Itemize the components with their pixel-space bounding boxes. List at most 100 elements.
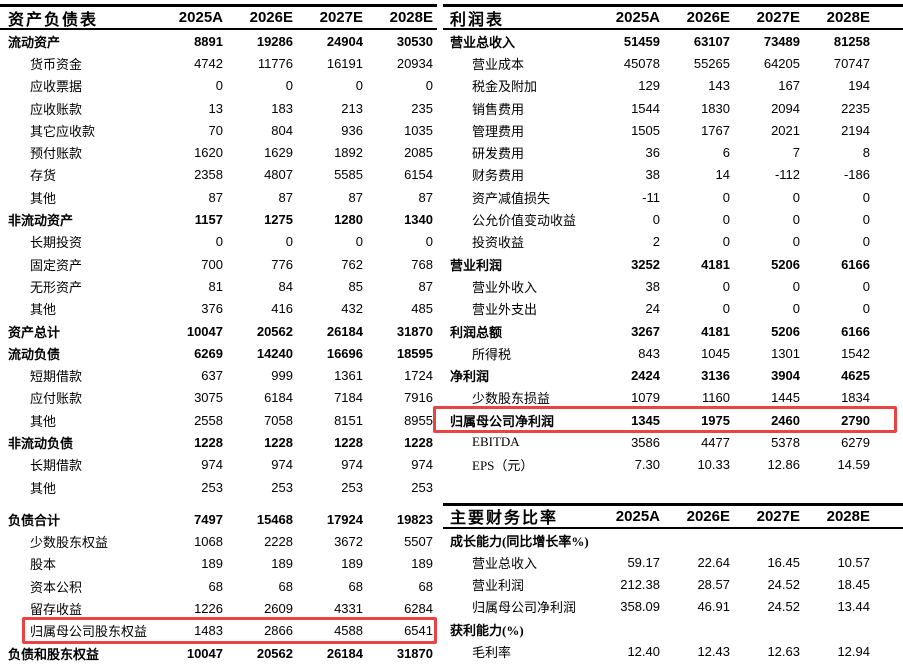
cell-value: 14 bbox=[715, 167, 730, 183]
cell-value: 55265 bbox=[693, 55, 730, 71]
cell-value: 1228 bbox=[194, 434, 223, 450]
table-row: 资产减值损失 -11 0 0 0 bbox=[450, 186, 870, 208]
balance-sheet-header: 资产负债表 2025A 2026E 2027E 2028E bbox=[0, 4, 437, 30]
table-row: 获利能力(%) bbox=[450, 618, 870, 640]
cell-value: 14.59 bbox=[837, 457, 870, 473]
cell-value: 2358 bbox=[194, 167, 223, 183]
cell-value: 4477 bbox=[701, 434, 730, 450]
cell-value: 2094 bbox=[771, 100, 800, 116]
cell-value: 776 bbox=[271, 256, 293, 272]
cell-value: 700 bbox=[201, 256, 223, 272]
cell-value: 1892 bbox=[334, 145, 363, 161]
row-label: 长期投资 bbox=[30, 235, 83, 251]
column-header: 2027E bbox=[756, 9, 800, 26]
cell-value: 12.43 bbox=[697, 644, 730, 660]
row-label: 成长能力(同比增长率%) bbox=[450, 533, 589, 549]
row-label: 股本 bbox=[30, 557, 57, 573]
table-row: 投资收益 2 0 0 0 bbox=[450, 231, 870, 253]
cell-value: 87 bbox=[208, 189, 223, 205]
cell-value: 4588 bbox=[334, 623, 363, 639]
cell-value: 1542 bbox=[841, 345, 870, 361]
cell-value: 974 bbox=[341, 457, 363, 473]
cell-value: 936 bbox=[341, 122, 363, 138]
cell-value: 3904 bbox=[771, 368, 800, 384]
cell-value: 1620 bbox=[194, 145, 223, 161]
cell-value: 1505 bbox=[631, 122, 660, 138]
table-row: 利润总额 3267 4181 5206 6166 bbox=[450, 320, 870, 342]
row-label: 营业总收入 bbox=[472, 555, 538, 571]
cell-value: 5585 bbox=[334, 167, 363, 183]
row-label: 其他 bbox=[30, 413, 57, 429]
table-row: 归属母公司股东权益 1483 2866 4588 6541 bbox=[8, 616, 437, 645]
row-label: 资产总计 bbox=[8, 324, 61, 340]
cell-value: 0 bbox=[285, 234, 293, 250]
table-row: 税金及附加 129 143 167 194 bbox=[450, 75, 870, 97]
cell-value: 13 bbox=[208, 100, 223, 116]
row-label: 资本公积 bbox=[30, 579, 83, 595]
cell-value: 3586 bbox=[631, 434, 660, 450]
column-header: 2026E bbox=[686, 507, 730, 525]
cell-value: 4742 bbox=[194, 55, 223, 71]
table-row: 营业外收入 38 0 0 0 bbox=[450, 275, 870, 297]
cell-value: 12.86 bbox=[767, 457, 800, 473]
row-label: 非流动负债 bbox=[8, 435, 74, 451]
cell-value: 189 bbox=[411, 556, 433, 572]
ratios-body: 成长能力(同比增长率%) 营业总收入 59.17 22.64 16.45 10.57 营业利… bbox=[450, 529, 870, 663]
row-label: 毛利率 bbox=[472, 645, 512, 661]
row-label: EBITDA bbox=[472, 434, 520, 450]
cell-value: 1280 bbox=[334, 212, 363, 228]
column-header: 2026E bbox=[249, 9, 293, 26]
table-row: 货币资金 4742 11776 16191 20934 bbox=[8, 52, 433, 74]
cell-value: 6154 bbox=[404, 167, 433, 183]
cell-value: 432 bbox=[341, 301, 363, 317]
cell-value: 416 bbox=[271, 301, 293, 317]
income-and-ratios-table: 利润表 2025A 2026E 2027E 2028E 营业总收入 51459 63107… bbox=[433, 4, 903, 664]
cell-value: 18595 bbox=[396, 345, 433, 361]
cell-value: 36 bbox=[645, 145, 660, 161]
cell-value: 3136 bbox=[701, 368, 730, 384]
cell-value: 253 bbox=[271, 479, 293, 495]
cell-value: 1445 bbox=[771, 390, 800, 406]
column-header: 2028E bbox=[826, 507, 870, 525]
cell-value: 8955 bbox=[404, 412, 433, 428]
cell-value: 1228 bbox=[264, 434, 293, 450]
cell-value: 0 bbox=[862, 189, 870, 205]
cell-value: 30530 bbox=[396, 33, 433, 49]
table-row: 管理费用 1505 1767 2021 2194 bbox=[450, 119, 870, 141]
table-row: 预付账款 1620 1629 1892 2085 bbox=[8, 141, 433, 163]
table-row: 长期借款 974 974 974 974 bbox=[8, 454, 433, 476]
row-label: 归属母公司股东权益 bbox=[30, 624, 148, 640]
table-row: 营业外支出 24 0 0 0 bbox=[450, 298, 870, 320]
cell-value: 24.52 bbox=[767, 599, 800, 615]
cell-value: 31870 bbox=[396, 323, 433, 339]
table-row: 应收票据 0 0 0 0 bbox=[8, 75, 433, 97]
table-row: 研发费用 36 6 7 8 bbox=[450, 141, 870, 163]
cell-value: 24.52 bbox=[767, 577, 800, 593]
income-statement-body: 营业总收入 51459 63107 73489 81258 营业成本 45078 55265 6… bbox=[433, 30, 897, 476]
cell-value: 87 bbox=[418, 278, 433, 294]
cell-value: 0 bbox=[862, 234, 870, 250]
cell-value: -186 bbox=[843, 167, 870, 183]
column-header: 2027E bbox=[319, 9, 363, 26]
cell-value: 12.94 bbox=[837, 644, 870, 660]
cell-value: 87 bbox=[418, 189, 433, 205]
income-statement-title: 利润表 bbox=[450, 11, 505, 29]
cell-value: 28.57 bbox=[697, 577, 730, 593]
cell-value: 212.38 bbox=[620, 577, 660, 593]
cell-value: 2609 bbox=[264, 601, 293, 617]
cell-value: 194 bbox=[848, 78, 870, 94]
cell-value: 14240 bbox=[256, 345, 293, 361]
cell-value: 19823 bbox=[396, 511, 433, 527]
row-label: 其它应收款 bbox=[30, 123, 96, 139]
row-label: 利润总额 bbox=[450, 324, 503, 340]
cell-value: 2790 bbox=[841, 412, 870, 428]
table-row: 公允价值变动收益 0 0 0 0 bbox=[450, 208, 870, 230]
cell-value: 0 bbox=[652, 212, 660, 228]
ratios-title: 主要财务比率 bbox=[450, 510, 559, 528]
column-header: 2025A bbox=[615, 507, 660, 525]
cell-value: 637 bbox=[201, 368, 223, 384]
row-label: 存货 bbox=[30, 168, 57, 184]
cell-value: 20562 bbox=[256, 323, 293, 339]
cell-value: 7497 bbox=[194, 511, 223, 527]
table-row: EPS（元） 7.30 10.33 12.86 14.59 bbox=[450, 454, 870, 476]
